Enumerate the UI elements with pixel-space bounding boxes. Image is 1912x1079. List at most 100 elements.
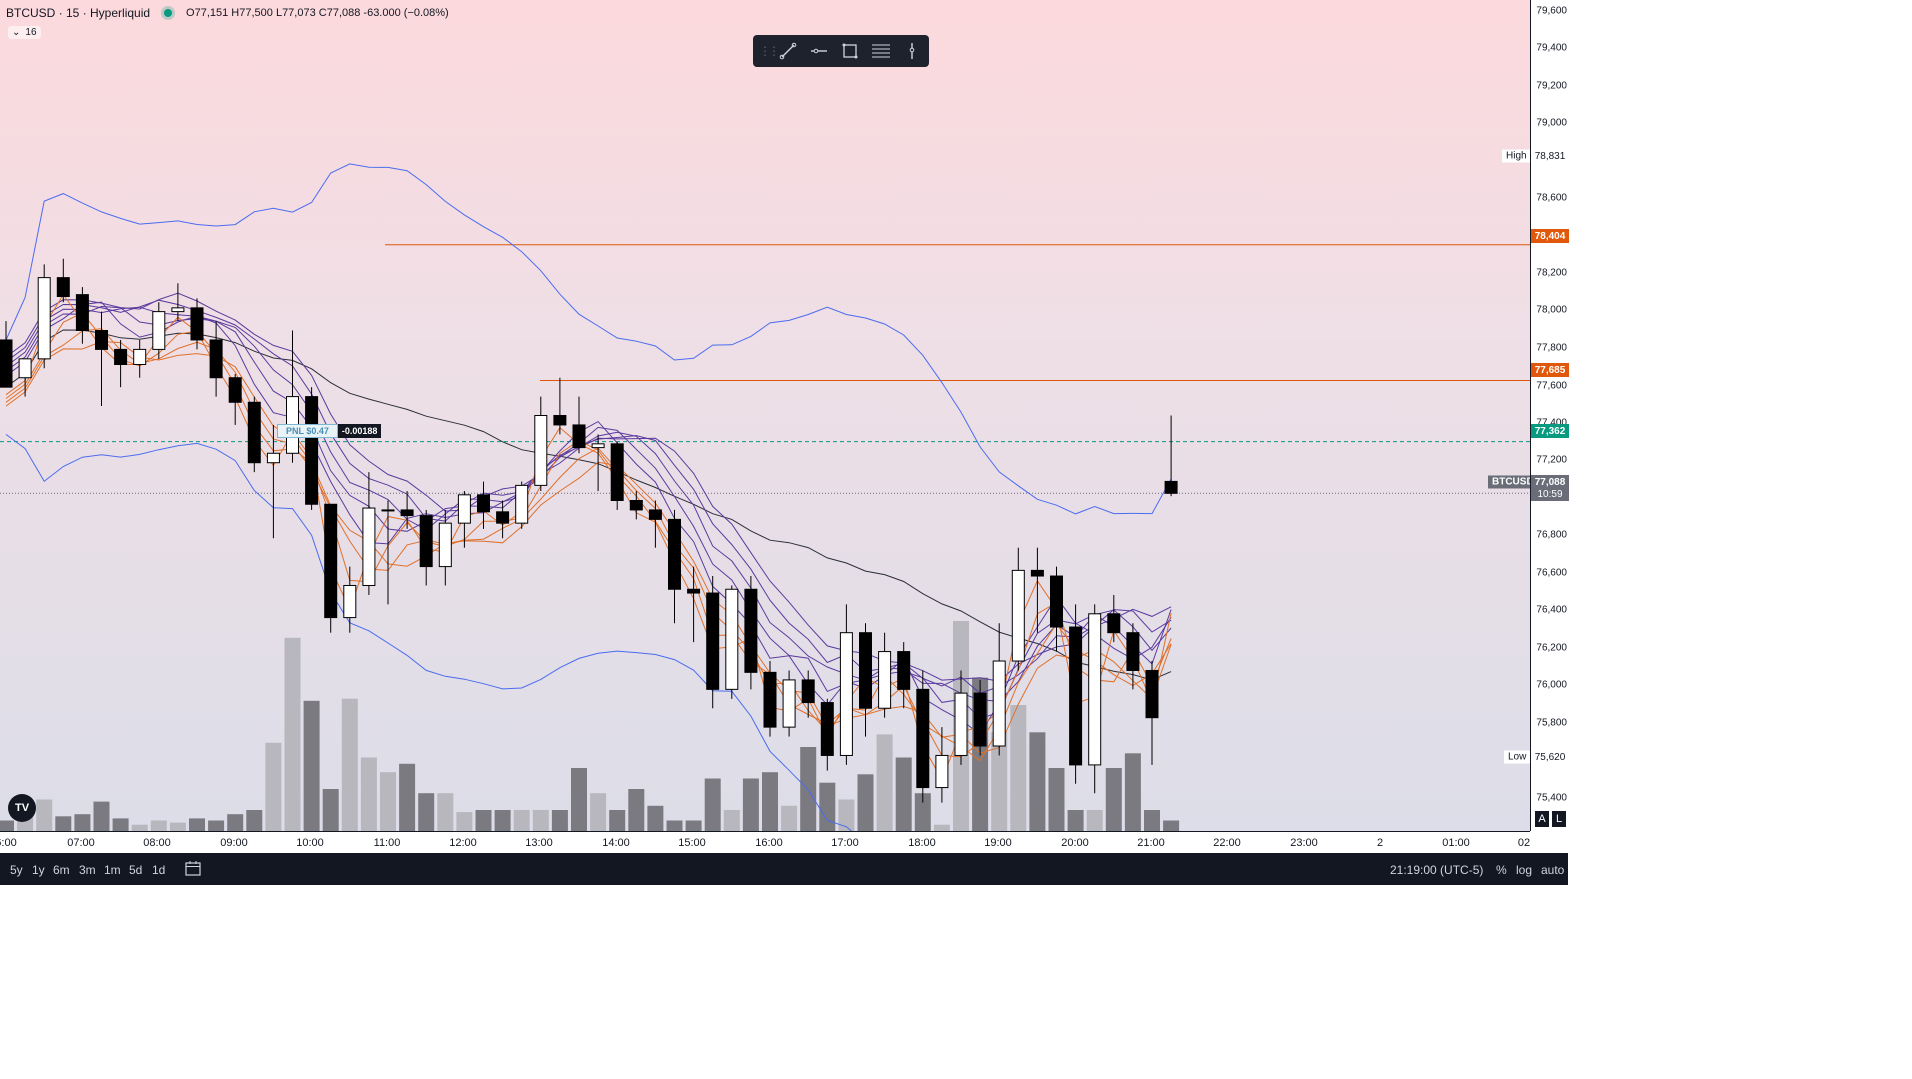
volume-bar <box>1010 705 1027 831</box>
price-tick: 78,200 <box>1536 267 1567 279</box>
volume-bar <box>590 793 607 831</box>
pnl-value: PNL $0.47 <box>277 424 338 438</box>
volume-bar <box>933 824 950 831</box>
lock-scale-l-button[interactable]: L <box>1552 811 1566 827</box>
fib-levels-icon[interactable] <box>869 40 892 63</box>
trend-line-icon[interactable] <box>777 40 800 63</box>
candle-body <box>935 754 949 789</box>
volume-bar <box>418 793 435 831</box>
price-tick: 77,400 <box>1536 417 1567 429</box>
clock-timezone[interactable]: 21:19:00 (UTC-5) <box>1390 863 1484 877</box>
candle-body <box>0 339 13 388</box>
candle-body <box>992 660 1006 747</box>
price-tick: 78,000 <box>1536 304 1567 316</box>
volume-bar <box>380 772 396 831</box>
range-1d-button[interactable]: 1d <box>152 863 166 877</box>
drawing-toolbar[interactable]: ⋮⋮ <box>753 35 929 67</box>
price-chart[interactable] <box>0 0 1530 831</box>
auto-toggle[interactable]: auto <box>1541 863 1565 877</box>
candle-body <box>763 671 777 728</box>
time-tick: 23:00 <box>1290 837 1318 849</box>
price-axis[interactable]: 79,600 79,400 79,200 79,000 78,600 78,20… <box>1530 0 1569 831</box>
range-3m-button[interactable]: 3m <box>79 863 96 877</box>
range-1m-button[interactable]: 1m <box>104 863 121 877</box>
auto-scale-a-button[interactable]: A <box>1535 811 1549 827</box>
candle-body <box>1145 669 1159 719</box>
candle-body <box>668 518 681 590</box>
volume-bar <box>666 820 683 831</box>
candle-body <box>95 330 108 350</box>
ribbon-purple-line <box>5 299 1172 694</box>
candle-body <box>1050 575 1063 628</box>
entry-price-label[interactable]: 77,362 <box>1531 424 1569 438</box>
price-tick: 75,800 <box>1536 717 1567 729</box>
time-tick: 11:00 <box>373 837 401 849</box>
volume-bar <box>609 810 626 831</box>
alert-price-label-mid[interactable]: 77,685 <box>1531 363 1569 377</box>
chart-pane[interactable]: BTCUSD · 15 · Hyperliquid O77,151 H77,50… <box>0 0 1530 831</box>
candle-body <box>381 509 395 512</box>
ribbon-orange-line <box>5 340 1172 754</box>
candle-body <box>859 632 872 709</box>
high-price-label: 78,831 <box>1531 149 1569 163</box>
candle-body <box>706 592 720 690</box>
position-pnl-label[interactable]: PNL $0.47 -0.00188 <box>277 424 382 438</box>
symbol-title[interactable]: BTCUSD · 15 · Hyperliquid <box>6 6 151 20</box>
time-tick: 13:00 <box>525 837 553 849</box>
ohlc-values: O77,151 H77,500 L77,073 C77,088 -63.000 … <box>186 7 449 19</box>
price-tick: 78,600 <box>1536 192 1567 204</box>
volume-bar <box>800 747 817 831</box>
candle-body <box>1107 613 1121 634</box>
candle-body <box>553 415 567 426</box>
chevron-down-icon: ⌄ <box>12 27 21 38</box>
candle-body <box>18 358 32 379</box>
range-6m-button[interactable]: 6m <box>53 863 70 877</box>
volume-bar <box>723 810 740 831</box>
volume-bar <box>475 810 492 831</box>
time-tick: 15:00 <box>678 837 706 849</box>
candle-body <box>400 509 414 517</box>
candle-body <box>343 584 357 619</box>
time-tick: 07:00 <box>67 837 95 849</box>
candle-body <box>1088 613 1102 766</box>
volume-bar <box>1105 768 1122 831</box>
volume-bar <box>857 774 874 831</box>
candle-body <box>515 484 529 524</box>
volume-bar <box>1086 810 1103 831</box>
price-tick: 79,600 <box>1536 5 1567 17</box>
candle-body <box>916 688 930 789</box>
vertical-line-icon[interactable] <box>900 40 923 63</box>
volume-bar <box>208 820 225 831</box>
horizontal-line-icon[interactable] <box>808 40 831 63</box>
volume-bar <box>685 820 702 831</box>
candle-body <box>782 679 796 728</box>
tradingview-logo[interactable]: TV <box>8 794 36 822</box>
candle-body <box>878 651 892 709</box>
volume-bar <box>1124 753 1141 831</box>
ribbon-purple-line <box>5 306 1172 702</box>
price-tick: 76,800 <box>1536 529 1567 541</box>
indicators-toggle[interactable]: ⌄ 16 <box>8 26 41 39</box>
range-1y-button[interactable]: 1y <box>32 863 45 877</box>
percent-toggle[interactable]: % <box>1496 863 1507 877</box>
candle-body <box>419 515 433 568</box>
slow-ma-line <box>5 329 1172 681</box>
time-tick: 2 <box>1376 837 1384 849</box>
rectangle-icon[interactable] <box>839 40 862 63</box>
candle-body <box>56 277 70 298</box>
price-tick: 76,200 <box>1536 642 1567 654</box>
volume-bar <box>322 789 339 831</box>
range-5y-button[interactable]: 5y <box>10 863 23 877</box>
log-toggle[interactable]: log <box>1516 863 1533 877</box>
drag-handle-icon[interactable]: ⋮⋮ <box>759 44 780 58</box>
time-axis[interactable]: 6:00 07:00 08:00 09:00 10:00 11:00 12:00… <box>0 831 1530 854</box>
calendar-icon[interactable] <box>184 860 202 879</box>
range-5d-button[interactable]: 5d <box>129 863 143 877</box>
alert-price-label-upper[interactable]: 78,404 <box>1531 229 1569 243</box>
volume-bar <box>303 700 320 831</box>
volume-bar <box>227 814 244 831</box>
ribbon-orange-line <box>5 328 1172 762</box>
volume-bar <box>1067 810 1084 831</box>
candle-body <box>209 339 223 379</box>
price-tick: 77,200 <box>1536 454 1567 466</box>
